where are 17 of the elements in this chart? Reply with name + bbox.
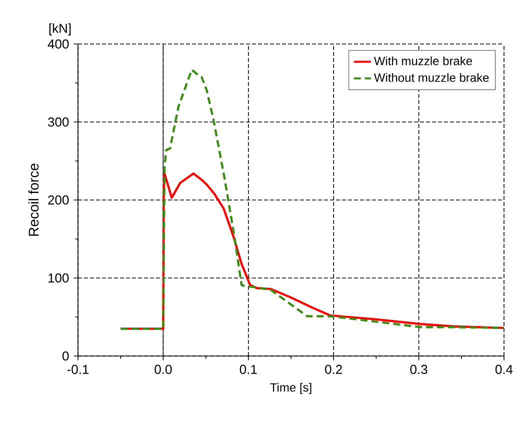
x-tick-label: 0.0 <box>154 364 172 374</box>
x-tick-label: -0.1 <box>67 364 89 374</box>
y-tick-label: 100 <box>48 273 69 283</box>
legend-label: With muzzle brake <box>374 56 472 66</box>
y-tick-label: 200 <box>48 195 69 205</box>
y-tick-label: 0 <box>62 351 69 361</box>
x-axis-title: Time [s] <box>270 382 312 394</box>
legend-label: Without muzzle brake <box>374 73 489 82</box>
line-series <box>120 68 506 330</box>
x-tick-label: 0.1 <box>240 364 257 374</box>
text: [kN] <box>49 23 71 36</box>
y-axis-title: Recoil force <box>28 164 39 236</box>
x-tick-label: 0.2 <box>325 364 342 374</box>
x-tick-label: 0.4 <box>495 364 513 374</box>
y-tick-label: 400 <box>48 39 69 49</box>
x-tick-label: 0.3 <box>410 364 428 374</box>
y-tick-label: 300 <box>48 117 69 127</box>
